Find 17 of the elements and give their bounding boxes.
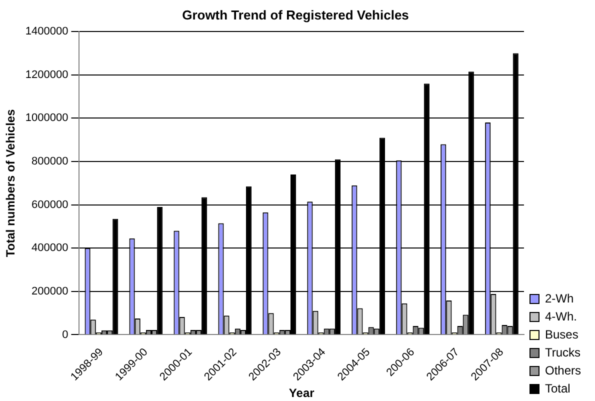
y-tick-label: 1200000 bbox=[25, 68, 68, 81]
legend-label: Total bbox=[544, 381, 570, 396]
y-tick-label: 800000 bbox=[32, 156, 68, 168]
legend-label: Trucks bbox=[544, 345, 581, 360]
y-tick-label: 400000 bbox=[32, 242, 68, 254]
y-axis-title: Total numbers of Vehicles bbox=[4, 108, 18, 258]
y-tick-label: 600000 bbox=[32, 198, 68, 211]
chart-title: Growth Trend of Registered Vehicles bbox=[182, 7, 409, 22]
legend-label: Others bbox=[544, 363, 582, 378]
legend-label: Buses bbox=[544, 327, 578, 342]
y-tick-label: 200000 bbox=[32, 285, 68, 298]
legend-label: 2-Wh bbox=[544, 291, 574, 306]
y-tick-label: 1000000 bbox=[25, 112, 68, 124]
y-tick-label: 0 bbox=[62, 328, 68, 341]
legend-label: 4-Wh. bbox=[544, 309, 578, 324]
x-axis-title: Year bbox=[288, 386, 315, 400]
y-tick-label: 1400000 bbox=[25, 26, 68, 38]
